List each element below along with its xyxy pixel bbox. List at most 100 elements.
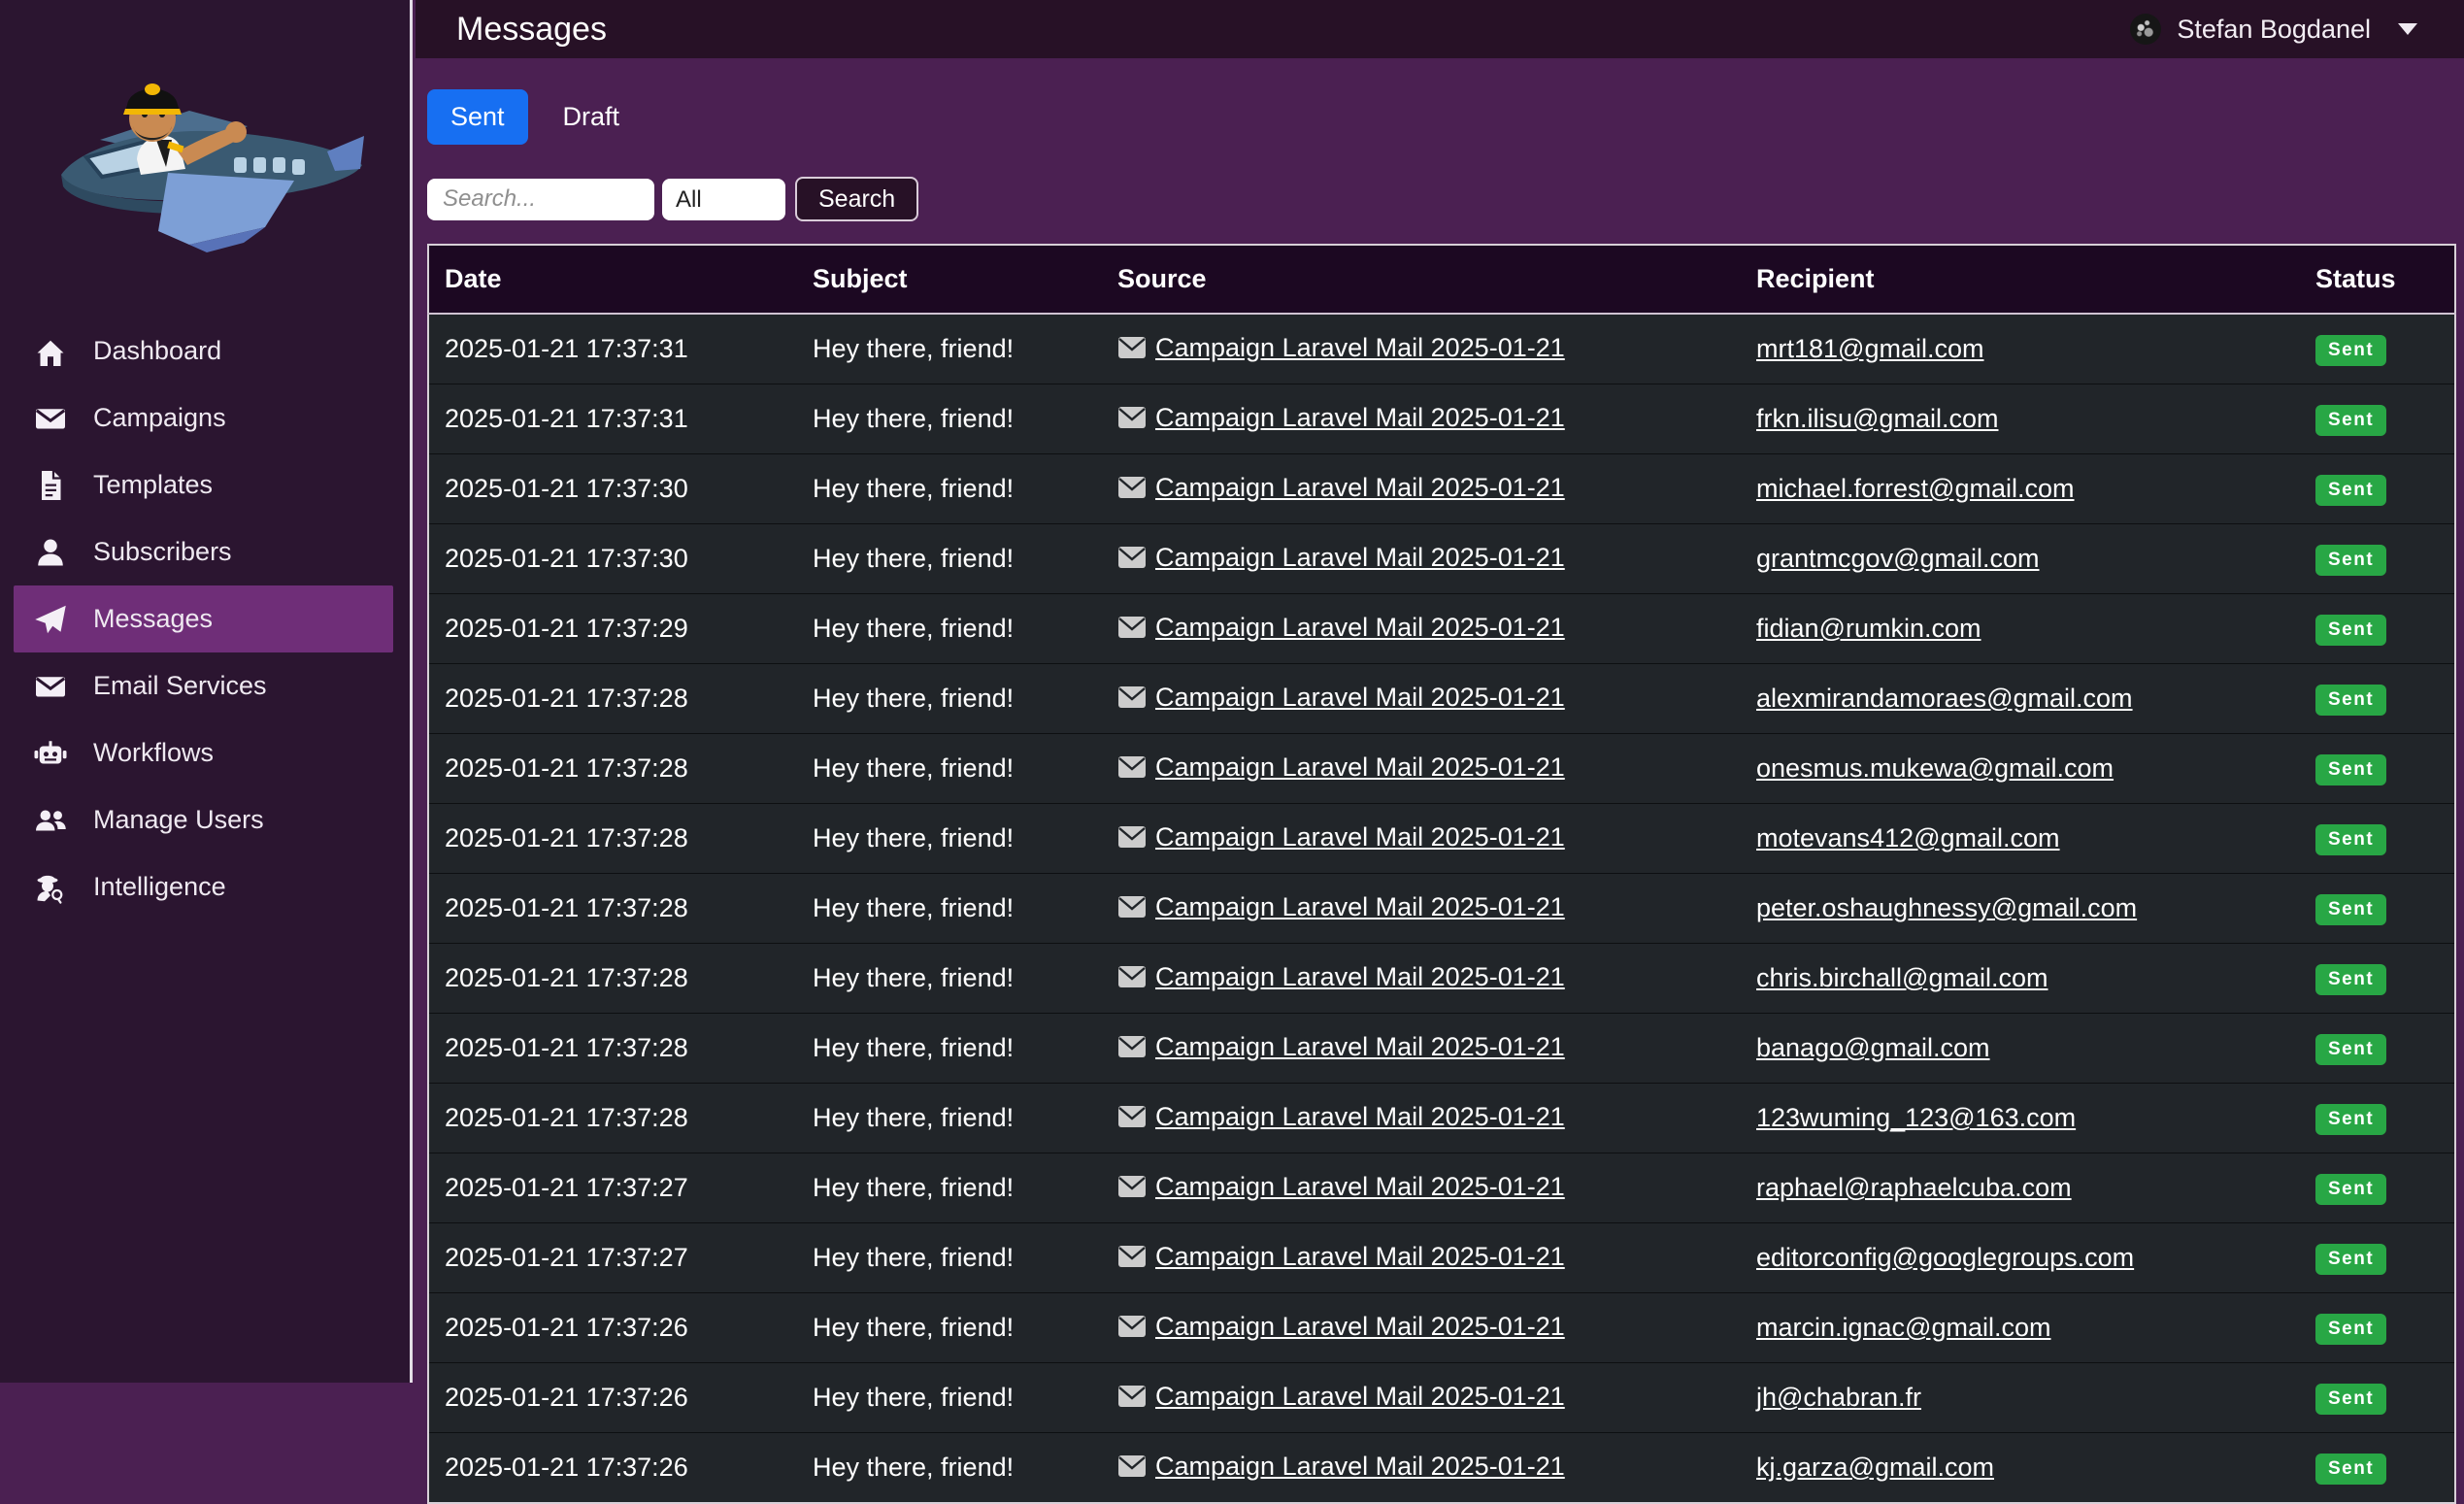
campaign-link[interactable]: Campaign Laravel Mail 2025-01-21 bbox=[1155, 1452, 1565, 1481]
message-recipient: motevans412@gmail.com bbox=[1741, 804, 2300, 874]
recipient-link[interactable]: mrt181@gmail.com bbox=[1756, 334, 1983, 363]
campaign-link[interactable]: Campaign Laravel Mail 2025-01-21 bbox=[1155, 962, 1565, 991]
campaign-link[interactable]: Campaign Laravel Mail 2025-01-21 bbox=[1155, 892, 1565, 921]
message-subject: Hey there, friend! bbox=[797, 1293, 1102, 1363]
status-badge: Sent bbox=[2315, 685, 2386, 716]
recipient-link[interactable]: chris.birchall@gmail.com bbox=[1756, 963, 2048, 992]
table-row: 2025-01-21 17:37:27 Hey there, friend! C… bbox=[428, 1223, 2455, 1293]
message-date: 2025-01-21 17:37:27 bbox=[428, 1153, 797, 1223]
message-recipient: peter.oshaughnessy@gmail.com bbox=[1741, 874, 2300, 944]
content: Sent Draft All Search Date Subject Sourc… bbox=[416, 89, 2464, 1504]
table-row: 2025-01-21 17:37:28 Hey there, friend! C… bbox=[428, 804, 2455, 874]
recipient-link[interactable]: michael.forrest@gmail.com bbox=[1756, 474, 2075, 503]
message-recipient: banago@gmail.com bbox=[1741, 1014, 2300, 1084]
message-date: 2025-01-21 17:37:27 bbox=[428, 1223, 797, 1293]
envelope-icon bbox=[1117, 1385, 1147, 1415]
sidebar-item-messages[interactable]: Messages bbox=[14, 585, 393, 652]
campaign-link[interactable]: Campaign Laravel Mail 2025-01-21 bbox=[1155, 613, 1565, 642]
message-recipient: onesmus.mukewa@gmail.com bbox=[1741, 734, 2300, 804]
recipient-link[interactable]: grantmcgov@gmail.com bbox=[1756, 544, 2040, 573]
recipient-link[interactable]: kj.garza@gmail.com bbox=[1756, 1453, 1994, 1482]
envelope-icon bbox=[1117, 965, 1147, 995]
message-subject: Hey there, friend! bbox=[797, 1014, 1102, 1084]
sidebar-item-campaigns[interactable]: Campaigns bbox=[14, 384, 393, 451]
sidebar-item-workflows[interactable]: Workflows bbox=[14, 719, 393, 786]
recipient-link[interactable]: onesmus.mukewa@gmail.com bbox=[1756, 753, 2114, 783]
status-badge: Sent bbox=[2315, 405, 2386, 436]
status-badge: Sent bbox=[2315, 1244, 2386, 1275]
recipient-link[interactable]: alexmirandamoraes@gmail.com bbox=[1756, 684, 2133, 713]
sidebar-nav: Dashboard Campaigns Templates Subscriber… bbox=[0, 318, 410, 920]
campaign-link[interactable]: Campaign Laravel Mail 2025-01-21 bbox=[1155, 752, 1565, 782]
campaign-link[interactable]: Campaign Laravel Mail 2025-01-21 bbox=[1155, 822, 1565, 852]
campaign-link[interactable]: Campaign Laravel Mail 2025-01-21 bbox=[1155, 1172, 1565, 1201]
tab-draft[interactable]: Draft bbox=[563, 102, 620, 132]
source-filter-select[interactable]: All bbox=[662, 179, 785, 220]
message-date: 2025-01-21 17:37:26 bbox=[428, 1363, 797, 1433]
column-header-subject: Subject bbox=[797, 245, 1102, 314]
campaign-link[interactable]: Campaign Laravel Mail 2025-01-21 bbox=[1155, 1382, 1565, 1411]
message-recipient: kj.garza@gmail.com bbox=[1741, 1433, 2300, 1504]
search-input[interactable] bbox=[427, 179, 654, 220]
table-row: 2025-01-21 17:37:30 Hey there, friend! C… bbox=[428, 524, 2455, 594]
recipient-link[interactable]: peter.oshaughnessy@gmail.com bbox=[1756, 893, 2137, 922]
envelope-icon bbox=[1117, 336, 1147, 366]
campaign-link[interactable]: Campaign Laravel Mail 2025-01-21 bbox=[1155, 333, 1565, 362]
campaign-link[interactable]: Campaign Laravel Mail 2025-01-21 bbox=[1155, 1312, 1565, 1341]
campaign-link[interactable]: Campaign Laravel Mail 2025-01-21 bbox=[1155, 543, 1565, 572]
sidebar-item-templates[interactable]: Templates bbox=[14, 451, 393, 518]
envelope-icon bbox=[1117, 1175, 1147, 1205]
sidebar-item-email-services[interactable]: Email Services bbox=[14, 652, 393, 719]
message-source: Campaign Laravel Mail 2025-01-21 bbox=[1102, 1223, 1741, 1293]
message-subject: Hey there, friend! bbox=[797, 1223, 1102, 1293]
envelope-icon bbox=[1117, 685, 1147, 716]
message-source: Campaign Laravel Mail 2025-01-21 bbox=[1102, 314, 1741, 384]
campaign-link[interactable]: Campaign Laravel Mail 2025-01-21 bbox=[1155, 683, 1565, 712]
campaign-link[interactable]: Campaign Laravel Mail 2025-01-21 bbox=[1155, 1102, 1565, 1131]
recipient-link[interactable]: banago@gmail.com bbox=[1756, 1033, 1990, 1062]
recipient-link[interactable]: motevans412@gmail.com bbox=[1756, 823, 2060, 852]
tab-sent[interactable]: Sent bbox=[427, 89, 528, 145]
message-recipient: mrt181@gmail.com bbox=[1741, 314, 2300, 384]
column-header-date: Date bbox=[428, 245, 797, 314]
message-date: 2025-01-21 17:37:31 bbox=[428, 384, 797, 454]
table-row: 2025-01-21 17:37:28 Hey there, friend! C… bbox=[428, 664, 2455, 734]
campaign-link[interactable]: Campaign Laravel Mail 2025-01-21 bbox=[1155, 473, 1565, 502]
recipient-link[interactable]: raphael@raphaelcuba.com bbox=[1756, 1173, 2072, 1202]
recipient-link[interactable]: marcin.ignac@gmail.com bbox=[1756, 1313, 2051, 1342]
recipient-link[interactable]: jh@chabran.fr bbox=[1756, 1383, 1921, 1412]
message-subject: Hey there, friend! bbox=[797, 804, 1102, 874]
campaign-link[interactable]: Campaign Laravel Mail 2025-01-21 bbox=[1155, 1242, 1565, 1271]
table-row: 2025-01-21 17:37:28 Hey there, friend! C… bbox=[428, 734, 2455, 804]
envelope-icon bbox=[31, 667, 70, 706]
message-source: Campaign Laravel Mail 2025-01-21 bbox=[1102, 594, 1741, 664]
message-recipient: 123wuming_123@163.com bbox=[1741, 1084, 2300, 1153]
main-area: Messages Stefan Bogdanel Sent Draft All … bbox=[416, 0, 2464, 1383]
recipient-link[interactable]: 123wuming_123@163.com bbox=[1756, 1103, 2076, 1132]
table-row: 2025-01-21 17:37:28 Hey there, friend! C… bbox=[428, 1014, 2455, 1084]
table-row: 2025-01-21 17:37:31 Hey there, friend! C… bbox=[428, 384, 2455, 454]
envelope-icon bbox=[1117, 825, 1147, 855]
sidebar-item-subscribers[interactable]: Subscribers bbox=[14, 518, 393, 585]
sidebar-item-intelligence[interactable]: Intelligence bbox=[14, 853, 393, 920]
user-menu[interactable]: Stefan Bogdanel bbox=[2130, 14, 2417, 45]
message-date: 2025-01-21 17:37:31 bbox=[428, 314, 797, 384]
message-status: Sent bbox=[2300, 1223, 2455, 1293]
campaign-link[interactable]: Campaign Laravel Mail 2025-01-21 bbox=[1155, 403, 1565, 432]
message-recipient: alexmirandamoraes@gmail.com bbox=[1741, 664, 2300, 734]
sidebar-item-manage-users[interactable]: Manage Users bbox=[14, 786, 393, 853]
recipient-link[interactable]: editorconfig@googlegroups.com bbox=[1756, 1243, 2134, 1272]
message-subject: Hey there, friend! bbox=[797, 734, 1102, 804]
recipient-link[interactable]: frkn.ilisu@gmail.com bbox=[1756, 404, 1998, 433]
campaign-link[interactable]: Campaign Laravel Mail 2025-01-21 bbox=[1155, 1032, 1565, 1061]
table-row: 2025-01-21 17:37:28 Hey there, friend! C… bbox=[428, 944, 2455, 1014]
message-status: Sent bbox=[2300, 1084, 2455, 1153]
envelope-icon bbox=[1117, 476, 1147, 506]
page-title: Messages bbox=[456, 11, 607, 49]
search-button[interactable]: Search bbox=[795, 177, 918, 221]
message-recipient: raphael@raphaelcuba.com bbox=[1741, 1153, 2300, 1223]
envelope-icon bbox=[1117, 1105, 1147, 1135]
message-subject: Hey there, friend! bbox=[797, 874, 1102, 944]
sidebar-item-dashboard[interactable]: Dashboard bbox=[14, 318, 393, 384]
recipient-link[interactable]: fidian@rumkin.com bbox=[1756, 614, 1981, 643]
